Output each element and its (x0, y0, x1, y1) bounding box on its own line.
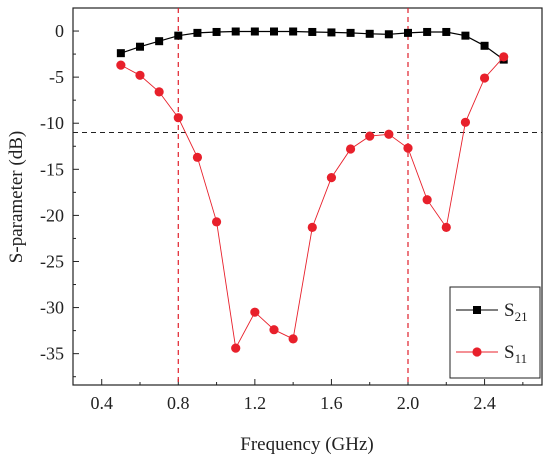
series-s21-point (231, 27, 240, 36)
series-s21-point (308, 27, 317, 36)
y-tick-label: -35 (40, 344, 64, 364)
y-tick-label: -30 (40, 298, 64, 318)
y-tick-label: -15 (40, 159, 64, 179)
series-s21-point (212, 27, 221, 36)
series-s21-point (116, 49, 125, 58)
legend-s21-label: S21 (504, 300, 528, 324)
legend-box (449, 286, 541, 379)
series-s21-point (250, 27, 259, 36)
series-s21-point (193, 28, 202, 37)
series-s21-point (346, 28, 355, 37)
legend-s21-marker (473, 306, 481, 314)
series-s21-point (327, 28, 336, 37)
y-tick-label: 0 (55, 21, 64, 41)
series-s11-point (479, 73, 490, 83)
legend-s11-label: S11 (504, 342, 527, 366)
x-tick-label: 2.4 (473, 393, 496, 413)
series-s11-point (288, 334, 298, 344)
series-s21-point (461, 31, 470, 40)
y-tick-label: -5 (49, 67, 64, 87)
series-s11-point (422, 195, 432, 205)
series-s11-point (231, 343, 241, 353)
y-tick-label: -25 (40, 251, 64, 271)
series-s11-point (460, 117, 471, 127)
series-s11-point (173, 113, 183, 123)
series-s21-point (174, 31, 183, 40)
series-s11-point (499, 52, 509, 62)
series-s11-point (403, 143, 413, 153)
series-s21-point (289, 27, 298, 36)
series-s21-point (480, 41, 489, 50)
x-tick-label: 1.2 (244, 393, 267, 413)
series-s11-point (384, 129, 394, 139)
series-s11-point (250, 307, 260, 317)
series-s11-point (154, 87, 164, 97)
x-axis-title: Frequency (GHz) (240, 434, 373, 455)
series-s21-point (365, 29, 374, 38)
series-s21-point (404, 28, 412, 37)
series-s21-point (423, 27, 432, 36)
series-s11-point (116, 60, 126, 70)
series-s21-point (136, 42, 144, 51)
y-tick-label: -20 (40, 205, 64, 225)
series-s11-point (365, 131, 375, 141)
series-s11-point (307, 222, 317, 232)
legend-s11-marker (472, 347, 482, 357)
series-s11-point (326, 173, 337, 183)
series-s11-point (269, 325, 279, 335)
series-s11-point (135, 70, 145, 80)
series-s21-point (384, 30, 393, 39)
y-axis-title: S-parameter (dB) (6, 131, 27, 263)
x-tick-label: 2.0 (397, 393, 420, 413)
legend: S21 S11 (449, 286, 541, 379)
x-tick-label: 1.6 (320, 393, 343, 413)
series-s21-point (155, 37, 164, 46)
x-tick-label: 0.4 (90, 393, 113, 413)
plot-frame (72, 7, 543, 386)
series-s21-point (270, 27, 278, 36)
series-s11-point (345, 144, 356, 154)
series-s11-point (441, 222, 451, 232)
x-tick-label: 0.8 (167, 393, 190, 413)
series-s21-point (442, 27, 451, 36)
series-s11-point (192, 152, 203, 162)
series-s11-point (211, 217, 222, 227)
y-tick-label: -10 (40, 113, 64, 133)
